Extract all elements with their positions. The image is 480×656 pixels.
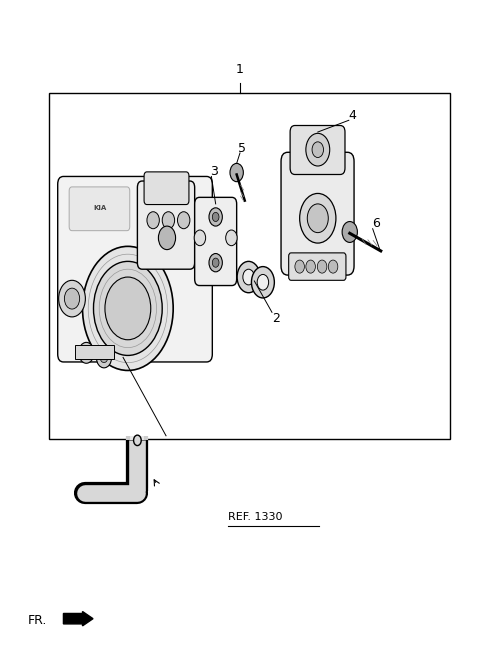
FancyBboxPatch shape	[195, 197, 237, 285]
Circle shape	[59, 280, 85, 317]
Circle shape	[307, 204, 328, 233]
Text: 6: 6	[372, 217, 380, 230]
FancyBboxPatch shape	[281, 152, 354, 275]
Circle shape	[295, 260, 304, 273]
Text: 4: 4	[348, 109, 356, 122]
Circle shape	[83, 348, 90, 358]
Bar	[49, 93, 450, 439]
FancyBboxPatch shape	[69, 187, 130, 231]
FancyBboxPatch shape	[137, 181, 195, 269]
Circle shape	[79, 342, 94, 363]
Circle shape	[209, 253, 222, 272]
Circle shape	[252, 266, 275, 298]
Circle shape	[83, 247, 173, 371]
Circle shape	[105, 277, 151, 340]
Circle shape	[94, 261, 162, 356]
Bar	[75, 345, 114, 359]
Circle shape	[64, 288, 80, 309]
Circle shape	[317, 260, 327, 273]
FancyBboxPatch shape	[58, 176, 212, 362]
Circle shape	[306, 260, 315, 273]
Circle shape	[257, 274, 269, 290]
Text: FR.: FR.	[28, 614, 47, 627]
Circle shape	[342, 222, 358, 243]
Circle shape	[226, 230, 237, 246]
Circle shape	[158, 226, 176, 250]
Circle shape	[306, 133, 330, 166]
Circle shape	[100, 352, 108, 363]
Circle shape	[96, 347, 112, 368]
Circle shape	[230, 163, 243, 182]
Circle shape	[237, 261, 260, 293]
Circle shape	[243, 269, 254, 285]
Circle shape	[147, 212, 159, 229]
Circle shape	[300, 194, 336, 243]
Text: 2: 2	[272, 312, 280, 325]
Circle shape	[162, 212, 175, 229]
Circle shape	[312, 142, 324, 157]
Circle shape	[212, 258, 219, 267]
FancyArrow shape	[63, 611, 93, 626]
Text: 1: 1	[236, 64, 244, 77]
Circle shape	[133, 435, 141, 445]
Circle shape	[212, 213, 219, 222]
Circle shape	[178, 212, 190, 229]
FancyBboxPatch shape	[290, 125, 345, 174]
Text: KIA: KIA	[94, 205, 107, 211]
Circle shape	[328, 260, 338, 273]
Circle shape	[209, 208, 222, 226]
FancyBboxPatch shape	[288, 253, 346, 280]
Circle shape	[194, 230, 205, 246]
Text: 5: 5	[239, 142, 246, 155]
Text: 3: 3	[210, 165, 218, 178]
FancyBboxPatch shape	[144, 172, 189, 205]
Text: REF. 1330: REF. 1330	[228, 512, 283, 522]
